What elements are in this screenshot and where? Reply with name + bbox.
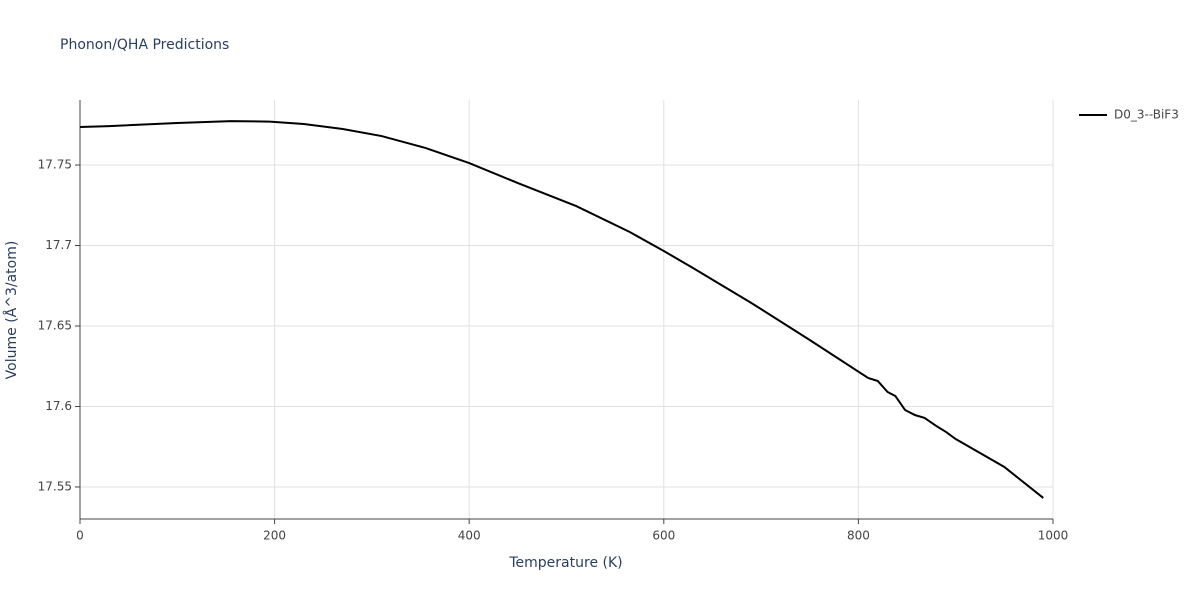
y-tick-label: 17.65 [38,318,72,332]
legend-label: D0_3--BiF3 [1114,108,1179,122]
chart-title: Phonon/QHA Predictions [60,37,229,53]
x-tick-label: 400 [458,529,481,543]
x-tick-label: 200 [263,529,286,543]
y-tick-label: 17.7 [45,238,72,252]
x-tick-label: 0 [76,529,84,543]
y-tick-label: 17.55 [38,479,72,493]
x-axis-title: Temperature (K) [508,555,622,571]
line-series [79,120,1044,499]
y-tick-label: 17.6 [45,399,72,413]
y-tick-label: 17.75 [38,158,72,172]
x-tick-label: 800 [847,529,870,543]
x-tick-label: 1000 [1038,529,1069,543]
y-axis-title: Volume (Å^3/atom) [3,241,20,380]
x-tick-label: 600 [652,529,675,543]
